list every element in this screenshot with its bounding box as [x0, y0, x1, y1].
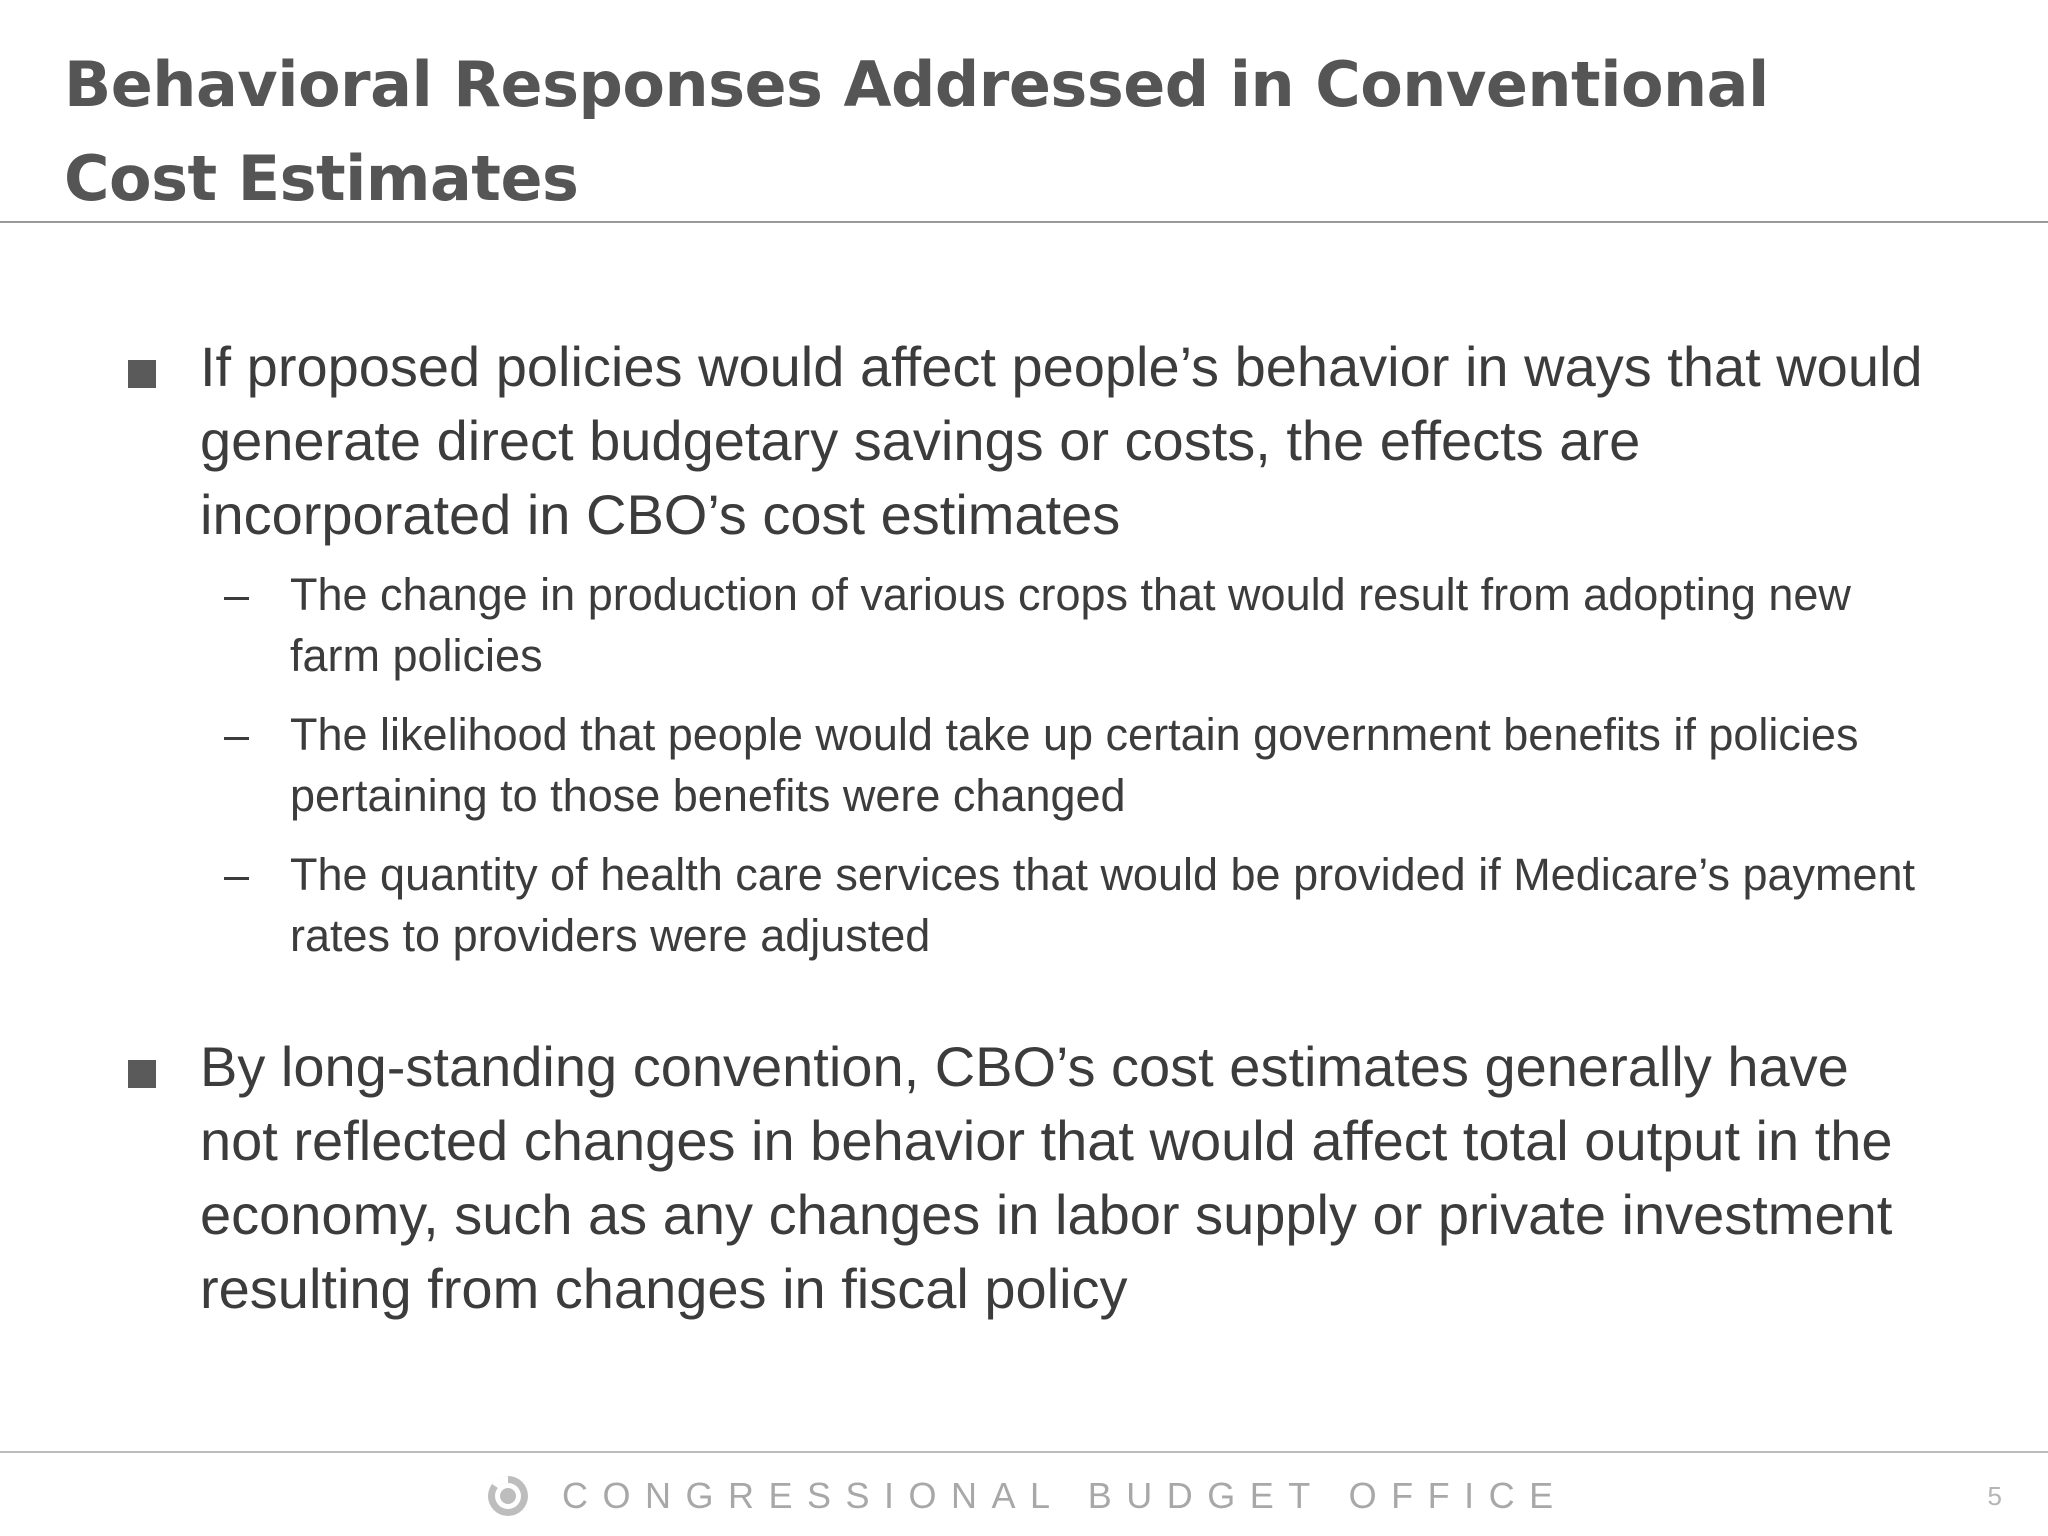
spacer: [0, 984, 2048, 1030]
sub-bullet-text: The likelihood that people would take up…: [290, 709, 1859, 821]
slide-title: Behavioral Responses Addressed in Conven…: [64, 48, 1769, 215]
organization-name: CONGRESSIONAL BUDGET OFFICE: [562, 1475, 1568, 1516]
slide-body: If proposed policies would affect people…: [0, 330, 2048, 1326]
sub-bullet-list: – The change in production of various cr…: [0, 564, 2048, 966]
sub-bullet-text: The change in production of various crop…: [290, 569, 1851, 681]
bullet-item-2: By long-standing convention, CBO’s cost …: [0, 1030, 1940, 1326]
bullet-text: If proposed policies would affect people…: [200, 335, 1923, 546]
sub-bullet-item-1: – The change in production of various cr…: [0, 564, 1930, 686]
square-bullet-icon: [128, 1060, 156, 1088]
dash-bullet-icon: –: [224, 849, 250, 900]
bullet-item-1: If proposed policies would affect people…: [0, 330, 1940, 552]
dash-bullet-icon: –: [224, 569, 250, 620]
sub-bullet-item-2: – The likelihood that people would take …: [0, 704, 1930, 826]
title-divider: [0, 221, 2048, 223]
footer: CONGRESSIONAL BUDGET OFFICE 5: [0, 1470, 2048, 1530]
dash-bullet-icon: –: [224, 709, 250, 760]
footer-divider: [0, 1451, 2048, 1453]
bullet-text: By long-standing convention, CBO’s cost …: [200, 1035, 1893, 1320]
sub-bullet-item-3: – The quantity of health care services t…: [0, 844, 1930, 966]
square-bullet-icon: [128, 360, 156, 388]
cbo-logo-icon: [488, 1476, 528, 1516]
page-number: 5: [1987, 1481, 2002, 1511]
sub-bullet-text: The quantity of health care services tha…: [290, 849, 1916, 961]
